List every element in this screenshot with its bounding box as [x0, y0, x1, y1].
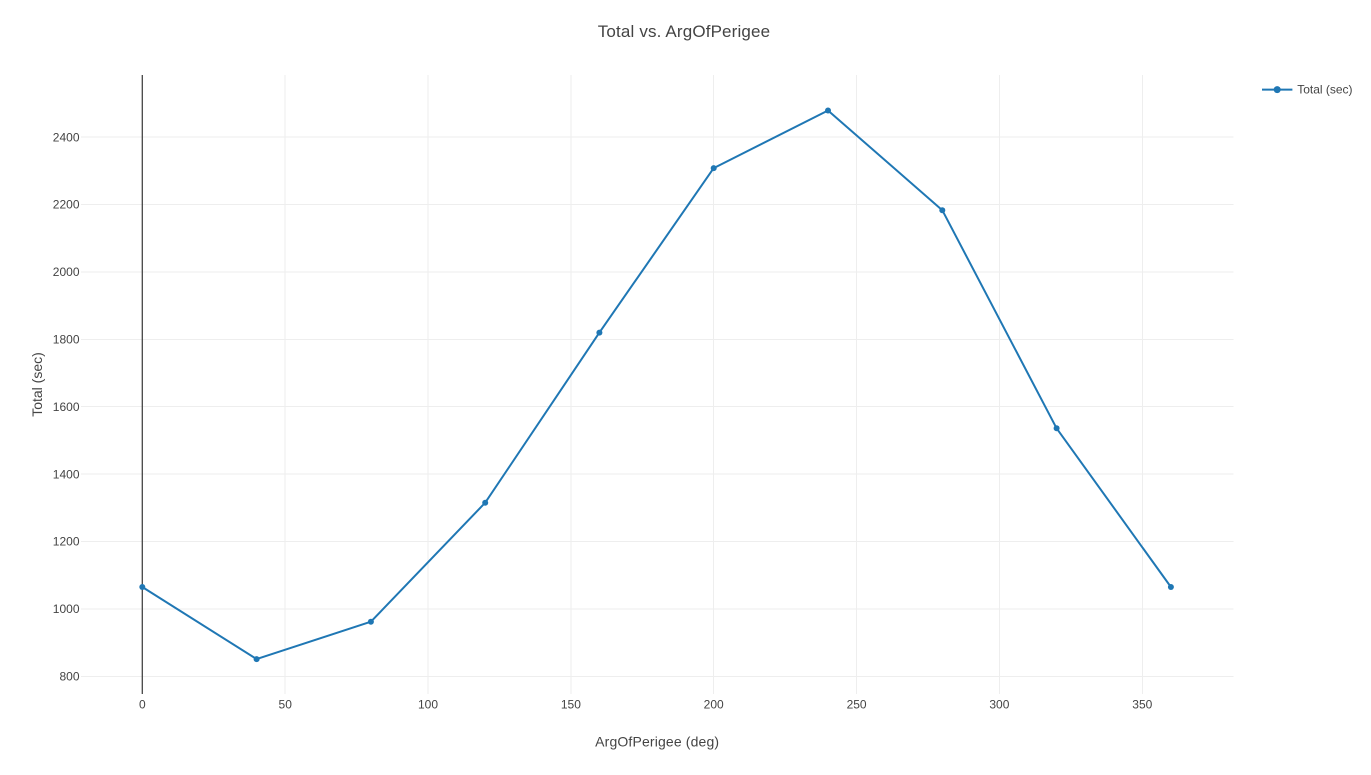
svg-text:1200: 1200 [53, 535, 80, 549]
svg-text:800: 800 [59, 670, 79, 684]
svg-text:250: 250 [847, 698, 867, 712]
svg-text:300: 300 [989, 698, 1009, 712]
svg-text:Total (sec): Total (sec) [1297, 82, 1352, 96]
svg-text:1800: 1800 [53, 333, 80, 347]
svg-text:0: 0 [139, 698, 146, 712]
svg-text:2000: 2000 [53, 265, 80, 279]
svg-text:200: 200 [704, 698, 724, 712]
svg-text:1400: 1400 [53, 467, 80, 481]
svg-text:Total vs. ArgOfPerigee: Total vs. ArgOfPerigee [598, 22, 770, 41]
svg-text:1000: 1000 [53, 602, 80, 616]
svg-text:2200: 2200 [53, 198, 80, 212]
svg-text:Total (sec): Total (sec) [29, 352, 45, 417]
svg-text:50: 50 [279, 698, 293, 712]
svg-text:100: 100 [418, 698, 438, 712]
svg-text:150: 150 [561, 698, 581, 712]
svg-text:2400: 2400 [53, 130, 80, 144]
svg-text:ArgOfPerigee (deg): ArgOfPerigee (deg) [595, 734, 719, 750]
svg-text:350: 350 [1132, 698, 1152, 712]
svg-text:1600: 1600 [53, 400, 80, 414]
